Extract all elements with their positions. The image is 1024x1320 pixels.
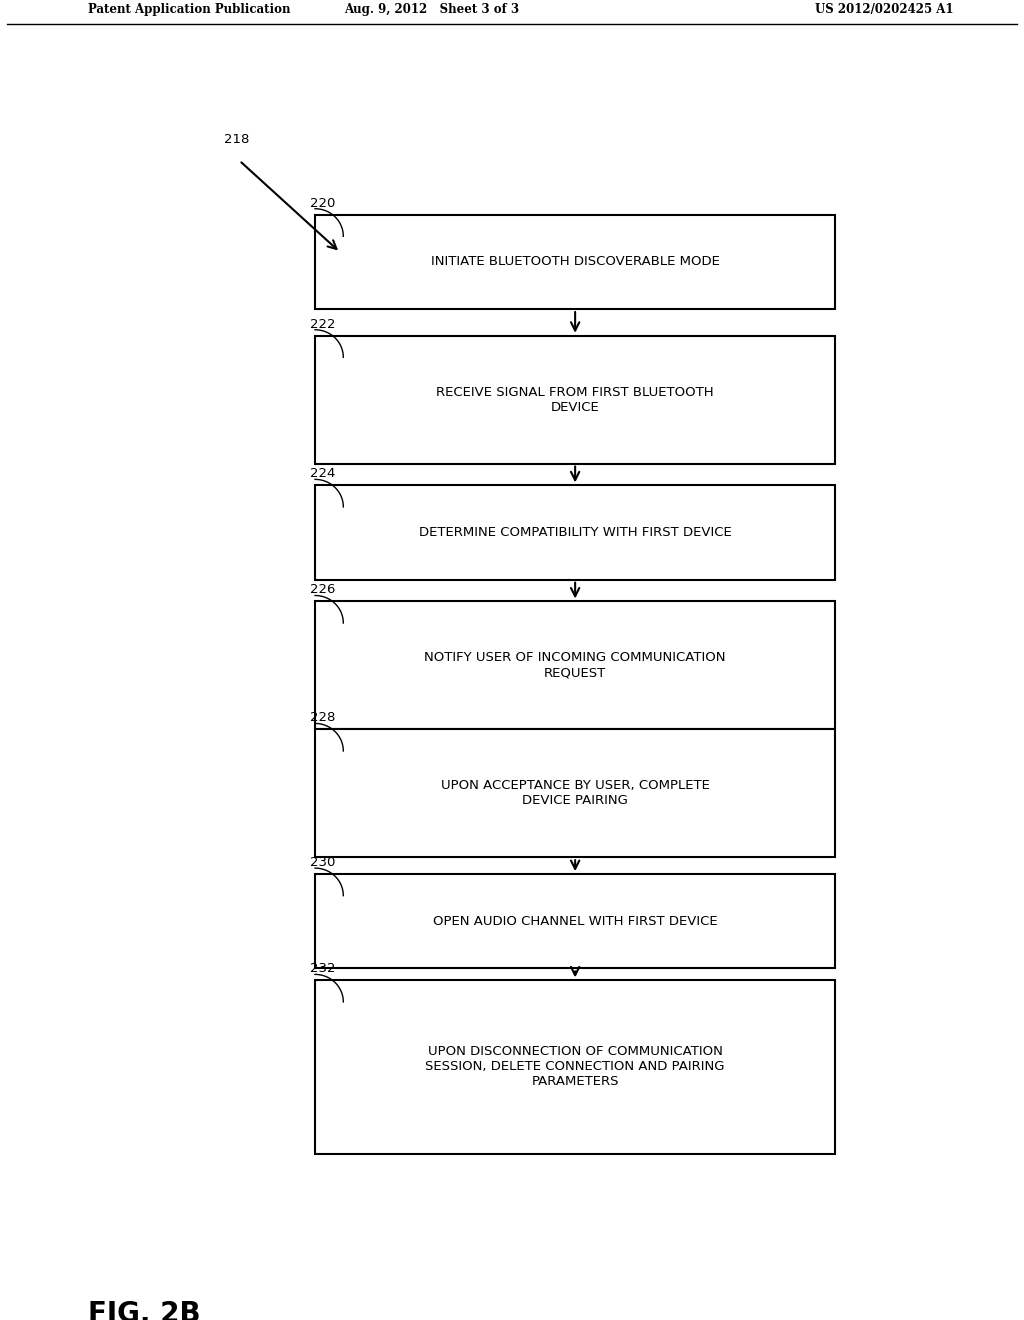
FancyBboxPatch shape — [315, 215, 836, 309]
Text: 222: 222 — [310, 318, 336, 331]
FancyBboxPatch shape — [315, 602, 836, 730]
Text: INITIATE BLUETOOTH DISCOVERABLE MODE: INITIATE BLUETOOTH DISCOVERABLE MODE — [431, 255, 720, 268]
Text: US 2012/0202425 A1: US 2012/0202425 A1 — [815, 3, 953, 16]
Text: UPON ACCEPTANCE BY USER, COMPLETE
DEVICE PAIRING: UPON ACCEPTANCE BY USER, COMPLETE DEVICE… — [440, 779, 710, 808]
Text: 228: 228 — [310, 711, 335, 725]
Text: DETERMINE COMPATIBILITY WITH FIRST DEVICE: DETERMINE COMPATIBILITY WITH FIRST DEVIC… — [419, 525, 731, 539]
Text: NOTIFY USER OF INCOMING COMMUNICATION
REQUEST: NOTIFY USER OF INCOMING COMMUNICATION RE… — [424, 651, 726, 680]
FancyBboxPatch shape — [315, 486, 836, 579]
Text: 226: 226 — [310, 583, 335, 597]
Text: RECEIVE SIGNAL FROM FIRST BLUETOOTH
DEVICE: RECEIVE SIGNAL FROM FIRST BLUETOOTH DEVI… — [436, 385, 714, 413]
FancyBboxPatch shape — [315, 335, 836, 463]
FancyBboxPatch shape — [315, 874, 836, 969]
Text: Aug. 9, 2012   Sheet 3 of 3: Aug. 9, 2012 Sheet 3 of 3 — [344, 3, 519, 16]
Text: 224: 224 — [310, 467, 335, 480]
Text: FIG. 2B: FIG. 2B — [88, 1300, 201, 1320]
FancyBboxPatch shape — [315, 730, 836, 857]
Text: 220: 220 — [310, 197, 335, 210]
Text: UPON DISCONNECTION OF COMMUNICATION
SESSION, DELETE CONNECTION AND PAIRING
PARAM: UPON DISCONNECTION OF COMMUNICATION SESS… — [425, 1045, 725, 1089]
Text: 230: 230 — [310, 857, 335, 869]
Text: OPEN AUDIO CHANNEL WITH FIRST DEVICE: OPEN AUDIO CHANNEL WITH FIRST DEVICE — [433, 915, 718, 928]
Text: 218: 218 — [224, 133, 250, 145]
Text: 232: 232 — [310, 962, 336, 975]
Text: Patent Application Publication: Patent Application Publication — [88, 3, 290, 16]
FancyBboxPatch shape — [315, 981, 836, 1154]
